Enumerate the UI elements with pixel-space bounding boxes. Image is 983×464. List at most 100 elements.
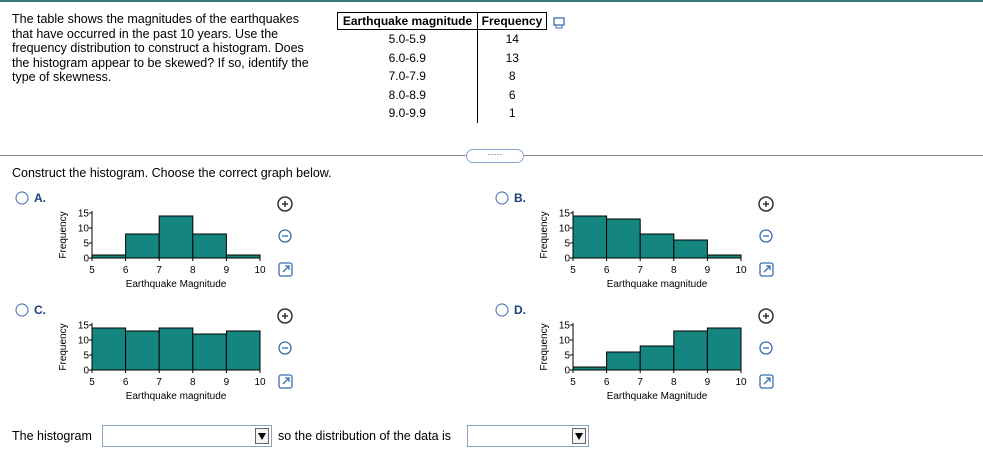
radio[interactable]: [495, 191, 509, 205]
bar: [158, 215, 194, 259]
x-tick-label: 5: [89, 377, 95, 388]
x-tick-label: 10: [735, 377, 747, 388]
bar: [572, 215, 608, 259]
zoom-in-plus: [763, 201, 769, 207]
data-table: Earthquake magnitude Frequency 5.0-5.9 14…: [337, 12, 547, 123]
x-tick-label: 7: [637, 265, 643, 276]
table-cell: 7.0-7.9: [337, 67, 478, 86]
x-tick-label: 8: [671, 377, 677, 388]
table-cell: 1: [508, 106, 516, 121]
question: The table shows the magnitudes of the ea…: [12, 12, 309, 84]
instruction: Construct the histogram. Choose the corr…: [12, 166, 332, 180]
table-cell: 13: [505, 50, 519, 65]
table-cell: 9.0-9.9: [337, 104, 478, 123]
radio[interactable]: [495, 303, 509, 317]
bar: [673, 239, 708, 259]
table-cell: 14: [505, 32, 519, 47]
y-tick-label: 5: [83, 239, 89, 250]
table-header: Earthquake magnitude: [337, 12, 478, 30]
x-tick-label: 6: [123, 265, 129, 276]
y-tick-label: 10: [559, 224, 571, 235]
option-label: C.: [34, 303, 46, 317]
bar: [192, 233, 227, 259]
bar: [91, 327, 127, 371]
x-tick-label: 8: [190, 265, 196, 276]
y-tick-label: 10: [559, 336, 571, 347]
zoom-in-plus: [763, 313, 769, 319]
y-tick-label: 0: [83, 254, 89, 265]
x-tick-label: 7: [156, 377, 162, 388]
bar: [639, 233, 675, 259]
x-tick-label: 7: [156, 265, 162, 276]
y-tick-label: 15: [78, 321, 90, 332]
bar: [706, 254, 742, 259]
bar: [125, 330, 160, 371]
bar: [639, 345, 675, 371]
x-tick-label: 5: [570, 377, 576, 388]
bar: [91, 254, 127, 259]
expand-button[interactable]: ·····: [466, 149, 524, 163]
y-tick-label: 5: [564, 239, 570, 250]
x-tick-label: 9: [224, 265, 230, 276]
table-cell: 8: [508, 69, 516, 84]
y-tick-label: 10: [78, 336, 90, 347]
table-header: Frequency: [477, 12, 547, 30]
x-tick-label: 10: [254, 265, 266, 276]
x-tick-label: 10: [735, 265, 747, 276]
x-tick-label: 5: [89, 265, 95, 276]
option-label: A.: [34, 191, 46, 205]
table-cell: 5.0-5.9: [337, 29, 478, 49]
x-tick-label: 6: [604, 265, 610, 276]
answer-prefix: The histogram: [12, 429, 92, 443]
x-axis-title: Earthquake magnitude: [126, 391, 227, 402]
x-tick-label: 9: [705, 377, 711, 388]
y-axis-title: Frequency: [58, 323, 69, 370]
y-tick-label: 0: [83, 366, 89, 377]
zoom-in-plus: [282, 201, 288, 207]
open-new-arrow: [763, 377, 771, 385]
bar: [606, 218, 641, 259]
open-new-arrow: [763, 265, 771, 273]
open-new-arrow: [282, 377, 290, 385]
top-rule: [0, 0, 983, 2]
x-axis-title: Earthquake magnitude: [607, 279, 708, 290]
copy-icon[interactable]: [551, 16, 567, 30]
bar: [572, 366, 608, 371]
x-tick-label: 9: [705, 265, 711, 276]
x-tick-label: 8: [190, 377, 196, 388]
dropdown[interactable]: [467, 425, 589, 447]
y-tick-label: 0: [564, 254, 570, 265]
option-label: D.: [514, 303, 526, 317]
bar: [706, 327, 742, 371]
y-axis-title: Frequency: [539, 323, 550, 370]
y-tick-label: 5: [564, 351, 570, 362]
x-tick-label: 6: [123, 377, 129, 388]
bar: [225, 330, 261, 371]
x-tick-label: 9: [224, 377, 230, 388]
table-cell: 6: [508, 87, 516, 102]
bar: [225, 254, 261, 259]
y-tick-label: 0: [564, 366, 570, 377]
bar: [673, 330, 708, 371]
radio[interactable]: [15, 303, 29, 317]
y-tick-label: 10: [78, 224, 90, 235]
bar: [606, 351, 641, 371]
bar: [125, 233, 160, 259]
bar: [158, 327, 194, 371]
dropdown[interactable]: [102, 425, 272, 447]
option-label: B.: [514, 191, 526, 205]
y-axis-title: Frequency: [539, 211, 550, 258]
y-axis-title: Frequency: [58, 211, 69, 258]
x-tick-label: 10: [254, 377, 266, 388]
zoom-in-plus: [282, 313, 288, 319]
answer-middle: so the distribution of the data is: [278, 429, 452, 443]
y-tick-label: 15: [559, 209, 571, 220]
x-tick-label: 5: [570, 265, 576, 276]
radio[interactable]: [15, 191, 29, 205]
table-cell: 6.0-6.9: [337, 48, 478, 67]
y-tick-label: 15: [559, 321, 571, 332]
x-tick-label: 8: [671, 265, 677, 276]
x-tick-label: 6: [604, 377, 610, 388]
